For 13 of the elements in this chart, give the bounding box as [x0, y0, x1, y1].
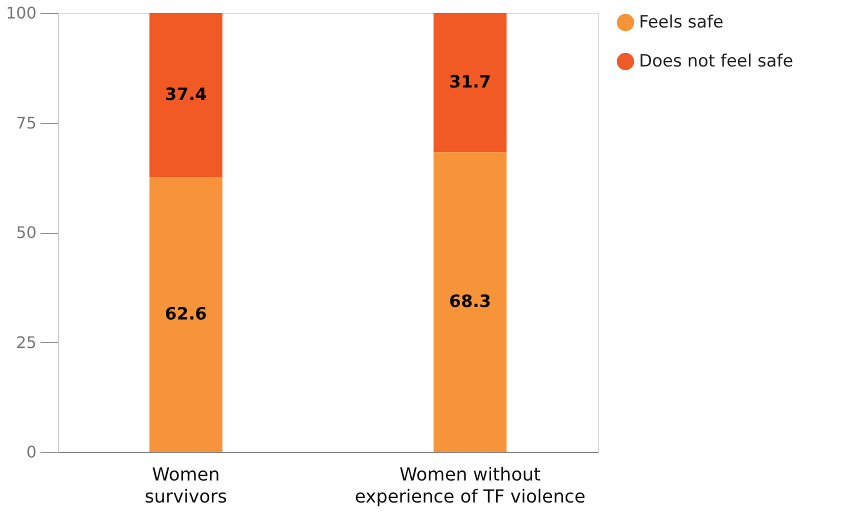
y-tick-label: 75 — [16, 113, 36, 132]
data-label: 68.3 — [449, 292, 492, 312]
y-tick-label: 100 — [6, 4, 36, 22]
x-tick-label: Women survivors — [144, 464, 228, 508]
legend-label: Feels safe — [639, 12, 724, 32]
data-label: 62.6 — [164, 304, 207, 325]
data-label: 37.4 — [164, 85, 208, 106]
x-tick-label: Women without experience of TF violence — [354, 464, 586, 508]
y-tick-label: 0 — [26, 442, 36, 462]
y-tick-label: 50 — [16, 223, 36, 242]
y-tick-label: 25 — [16, 332, 36, 352]
data-label: 31.7 — [449, 72, 492, 93]
legend-label: Does not feel safe — [639, 52, 794, 72]
